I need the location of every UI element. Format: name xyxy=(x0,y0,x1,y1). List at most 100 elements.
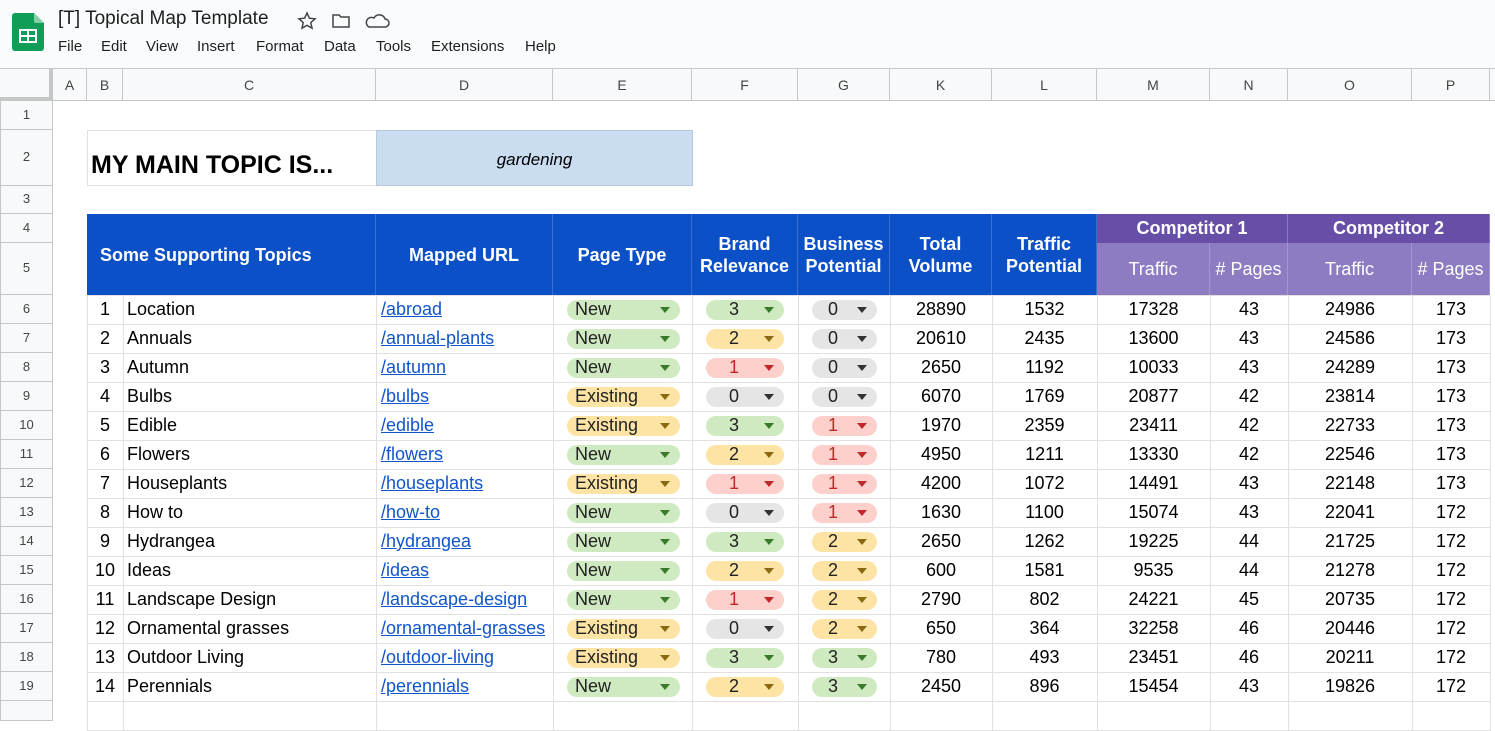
dropdown-chip[interactable] xyxy=(812,532,877,552)
link[interactable]: /bulbs xyxy=(381,386,430,406)
dropdown-arrow[interactable] xyxy=(660,365,670,371)
dropdown-arrow[interactable] xyxy=(660,655,670,661)
cell[interactable] xyxy=(992,701,1098,731)
dropdown-arrow[interactable] xyxy=(660,626,670,632)
cell[interactable] xyxy=(692,701,799,731)
dropdown-arrow[interactable] xyxy=(660,307,670,313)
dropdown-chip[interactable] xyxy=(812,387,877,407)
link[interactable]: /houseplants xyxy=(381,473,484,493)
dropdown-chip[interactable] xyxy=(567,648,680,668)
dropdown-arrow[interactable] xyxy=(857,394,867,400)
dropdown-arrow[interactable] xyxy=(764,626,774,632)
dropdown-chip[interactable] xyxy=(706,677,784,697)
dropdown-chip[interactable] xyxy=(706,561,784,581)
dropdown-chip[interactable] xyxy=(706,416,784,436)
dropdown-arrow[interactable] xyxy=(660,597,670,603)
dropdown-arrow[interactable] xyxy=(857,307,867,313)
cell[interactable] xyxy=(123,701,377,731)
menu-item[interactable]: Data xyxy=(324,38,356,55)
cell[interactable] xyxy=(798,701,891,731)
dropdown-arrow[interactable] xyxy=(857,452,867,458)
column-header[interactable]: A xyxy=(53,68,87,101)
dropdown-arrow[interactable] xyxy=(660,481,670,487)
dropdown-chip[interactable] xyxy=(812,590,877,610)
dropdown-chip[interactable] xyxy=(567,532,680,552)
menu-item[interactable]: File xyxy=(58,38,83,55)
dropdown-arrow[interactable] xyxy=(857,597,867,603)
row-header[interactable]: 4 xyxy=(0,214,53,243)
dropdown-arrow[interactable] xyxy=(764,365,774,371)
cell[interactable] xyxy=(1210,701,1289,731)
row-header[interactable]: 7 xyxy=(0,324,53,353)
dropdown-arrow[interactable] xyxy=(764,510,774,516)
dropdown-chip[interactable] xyxy=(812,416,877,436)
dropdown-chip[interactable] xyxy=(567,358,680,378)
dropdown-chip[interactable] xyxy=(706,358,784,378)
dropdown-chip[interactable] xyxy=(706,445,784,465)
cell[interactable] xyxy=(553,701,693,731)
dropdown-arrow[interactable] xyxy=(660,684,670,690)
dropdown-chip[interactable] xyxy=(567,416,680,436)
dropdown-chip[interactable] xyxy=(567,677,680,697)
sheets-icon[interactable] xyxy=(12,13,44,51)
dropdown-chip[interactable] xyxy=(812,648,877,668)
dropdown-chip[interactable] xyxy=(812,445,877,465)
dropdown-arrow[interactable] xyxy=(764,655,774,661)
row-header[interactable]: 15 xyxy=(0,556,53,585)
menu-item[interactable]: View xyxy=(146,38,179,55)
link[interactable]: /perennials xyxy=(381,676,470,696)
column-header[interactable]: O xyxy=(1288,68,1412,101)
cloud-icon[interactable] xyxy=(365,14,390,28)
link[interactable]: /annual-plants xyxy=(381,328,495,348)
dropdown-arrow[interactable] xyxy=(764,394,774,400)
dropdown-chip[interactable] xyxy=(706,503,784,523)
column-header[interactable]: P xyxy=(1412,68,1490,101)
link[interactable]: /edible xyxy=(381,415,435,435)
doc-title[interactable]: [T] Topical Map Template xyxy=(58,8,269,29)
dropdown-arrow[interactable] xyxy=(660,568,670,574)
dropdown-chip[interactable] xyxy=(567,503,680,523)
dropdown-chip[interactable] xyxy=(706,387,784,407)
column-header[interactable]: C xyxy=(123,68,376,101)
dropdown-arrow[interactable] xyxy=(660,336,670,342)
link[interactable]: /ornamental-grasses xyxy=(381,618,546,638)
cell[interactable] xyxy=(1288,701,1413,731)
dropdown-chip[interactable] xyxy=(567,445,680,465)
dropdown-chip[interactable] xyxy=(567,387,680,407)
menu-item[interactable]: Format xyxy=(256,38,304,55)
dropdown-chip[interactable] xyxy=(706,590,784,610)
dropdown-arrow[interactable] xyxy=(857,539,867,545)
dropdown-arrow[interactable] xyxy=(764,539,774,545)
row-header[interactable]: 13 xyxy=(0,498,53,527)
link[interactable]: /how-to xyxy=(381,502,441,522)
dropdown-chip[interactable] xyxy=(706,532,784,552)
link[interactable]: /hydrangea xyxy=(381,531,472,551)
dropdown-arrow[interactable] xyxy=(857,626,867,632)
dropdown-chip[interactable] xyxy=(567,590,680,610)
dropdown-chip[interactable] xyxy=(812,619,877,639)
dropdown-chip[interactable] xyxy=(567,329,680,349)
row-header[interactable]: 1 xyxy=(0,101,53,130)
link[interactable]: /autumn xyxy=(381,357,447,377)
menu-item[interactable]: Help xyxy=(525,38,556,55)
dropdown-arrow[interactable] xyxy=(660,394,670,400)
row-header[interactable]: 9 xyxy=(0,382,53,411)
dropdown-chip[interactable] xyxy=(706,300,784,320)
dropdown-chip[interactable] xyxy=(567,474,680,494)
topic-input[interactable]: gardening xyxy=(376,130,693,186)
dropdown-arrow[interactable] xyxy=(857,423,867,429)
link[interactable]: /abroad xyxy=(381,299,443,319)
column-header[interactable]: K xyxy=(890,68,992,101)
dropdown-arrow[interactable] xyxy=(764,684,774,690)
dropdown-chip[interactable] xyxy=(812,474,877,494)
dropdown-arrow[interactable] xyxy=(764,336,774,342)
row-header[interactable]: 8 xyxy=(0,353,53,382)
menu-item[interactable]: Insert xyxy=(197,38,235,55)
dropdown-arrow[interactable] xyxy=(857,684,867,690)
row-header[interactable]: 2 xyxy=(0,130,53,186)
move-icon[interactable] xyxy=(332,14,350,28)
dropdown-arrow[interactable] xyxy=(764,568,774,574)
dropdown-chip[interactable] xyxy=(706,619,784,639)
dropdown-arrow[interactable] xyxy=(857,481,867,487)
menu-item[interactable]: Tools xyxy=(376,38,412,55)
